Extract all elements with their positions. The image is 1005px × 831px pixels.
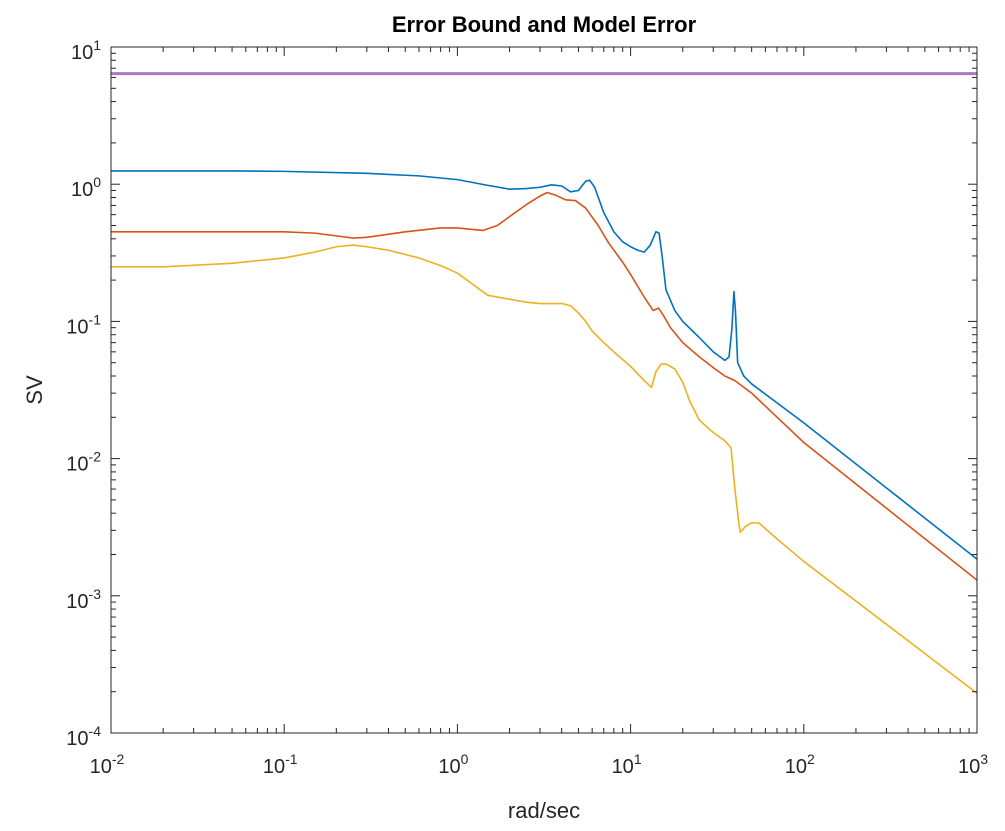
- y-tick-label: 10-2: [66, 449, 101, 476]
- y-tick-label: 101: [71, 37, 101, 64]
- x-axis-label: rad/sec: [508, 798, 580, 823]
- x-tick-label: 100: [438, 751, 468, 778]
- chart-title: Error Bound and Model Error: [392, 12, 697, 37]
- x-tick-label: 10-2: [90, 751, 125, 778]
- y-axis-label: SV: [22, 375, 47, 405]
- x-tick-label: 10-1: [263, 751, 298, 778]
- plot-area: [111, 47, 977, 733]
- series-line-3: [111, 244, 978, 694]
- x-ticks: 10-2 10-1 100 101 102 103: [90, 47, 988, 778]
- series-layer: [111, 72, 978, 694]
- plot-frame: [110, 46, 978, 734]
- y-tick-label: 10-3: [66, 586, 101, 613]
- y-tick-label: 10-1: [66, 311, 101, 338]
- x-tick-label: 103: [958, 751, 988, 778]
- series-line-2: [111, 191, 978, 581]
- x-tick-label: 102: [785, 751, 815, 778]
- y-ticks: 10-4 10-3 10-2 10-1 100 101: [66, 37, 977, 750]
- series-line-1: [111, 170, 978, 560]
- x-tick-label: 101: [612, 751, 642, 778]
- y-tick-label: 100: [71, 174, 101, 201]
- y-tick-label: 10-4: [66, 723, 101, 750]
